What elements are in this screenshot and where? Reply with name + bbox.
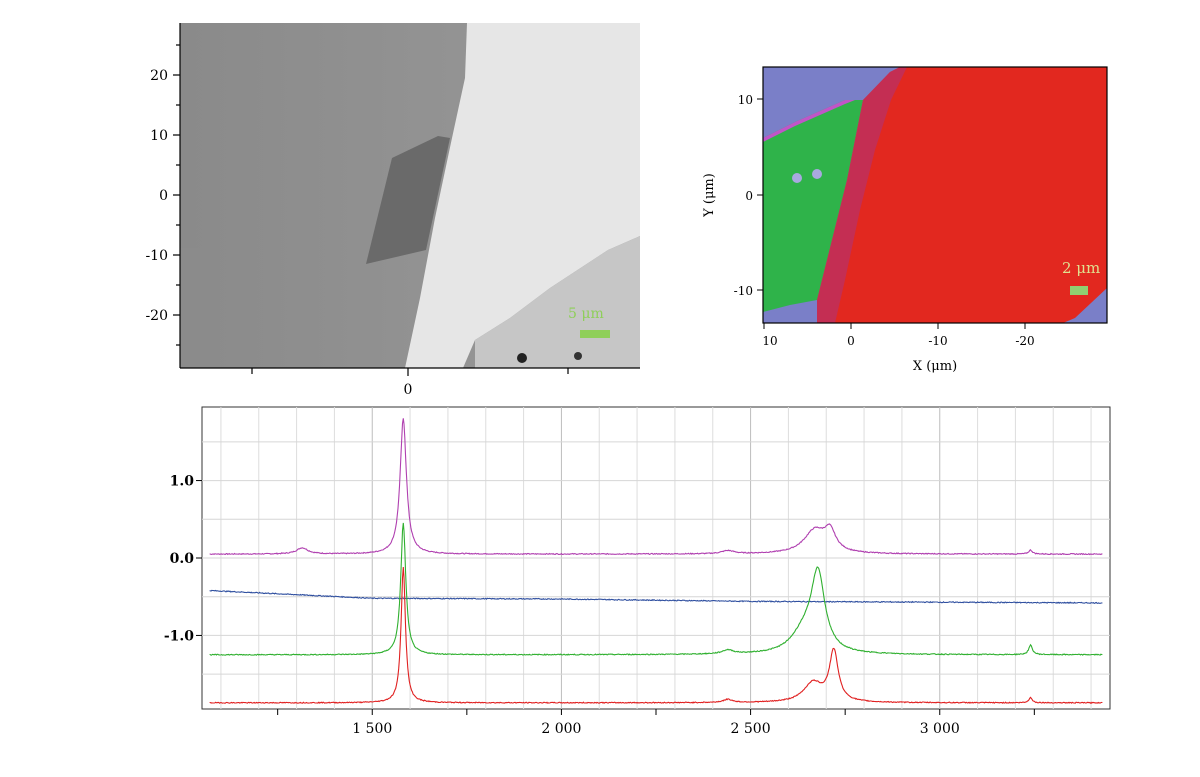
x-axis-label: X (μm) xyxy=(913,359,957,374)
scale-label: 2 μm xyxy=(1062,259,1100,277)
x-tick-label: 0 xyxy=(404,382,413,398)
grid xyxy=(202,407,1110,709)
y-tick-label: -10 xyxy=(145,248,168,264)
y-tick-label: -20 xyxy=(145,308,168,324)
red-region xyxy=(817,67,1107,323)
spectrum-line-3 xyxy=(209,522,1103,656)
optical-image-panel: 5 μm 20 10 0 -10 -20 0 xyxy=(145,23,640,398)
y-tick-label: 10 xyxy=(150,128,168,144)
spectrum-line-1 xyxy=(209,418,1103,556)
boundary-strip xyxy=(817,67,907,323)
scale-label: 5 μm xyxy=(568,306,604,322)
y-tick-label: 0.0 xyxy=(170,551,195,567)
scale-bar xyxy=(1070,286,1088,295)
x-tick-label: -20 xyxy=(1015,334,1034,348)
y-axis-label: Y (μm) xyxy=(702,173,717,218)
green-region xyxy=(763,100,863,312)
y-axis-ticks xyxy=(757,98,763,291)
dark-flake xyxy=(366,136,450,264)
y-tick-label: 10 xyxy=(738,93,753,107)
y-axis-ticks xyxy=(173,44,180,346)
x-tick-label: 2 000 xyxy=(541,721,581,737)
bright-region xyxy=(405,23,640,368)
raman-map-panel: 2 μm 10 0 -10 Y (μm) 10 0 -10 -20 X (μm) xyxy=(702,66,1108,374)
y-tick-label: 20 xyxy=(150,68,168,84)
x-tick-label: 0 xyxy=(847,334,855,348)
y-tick-label: 0 xyxy=(745,189,753,203)
scale-bar xyxy=(580,330,610,338)
x-tick-label: -10 xyxy=(928,334,947,348)
series-group xyxy=(209,418,1103,705)
y-axis: 1.0 0.0 -1.0 xyxy=(164,474,202,644)
x-axis-ticks xyxy=(763,323,1026,329)
y-tick-label: 0 xyxy=(159,188,168,204)
y-tick-label: -1.0 xyxy=(164,628,194,644)
raman-spectra-chart: 1 500 2 000 2 500 3 000 1.0 0.0 -1.0 xyxy=(164,406,1111,737)
spectrum-line-4 xyxy=(209,566,1103,705)
x-tick-label: 2 500 xyxy=(731,721,771,737)
x-tick-label: 1 500 xyxy=(352,721,392,737)
x-axis-ticks xyxy=(251,368,569,376)
y-tick-label: 1.0 xyxy=(170,474,195,490)
x-axis: 1 500 2 000 2 500 3 000 xyxy=(277,709,1035,737)
x-tick-label: 10 xyxy=(762,334,777,348)
spectrum-line-2 xyxy=(209,589,1103,604)
x-tick-label: 3 000 xyxy=(920,721,960,737)
y-tick-label: -10 xyxy=(734,284,753,298)
